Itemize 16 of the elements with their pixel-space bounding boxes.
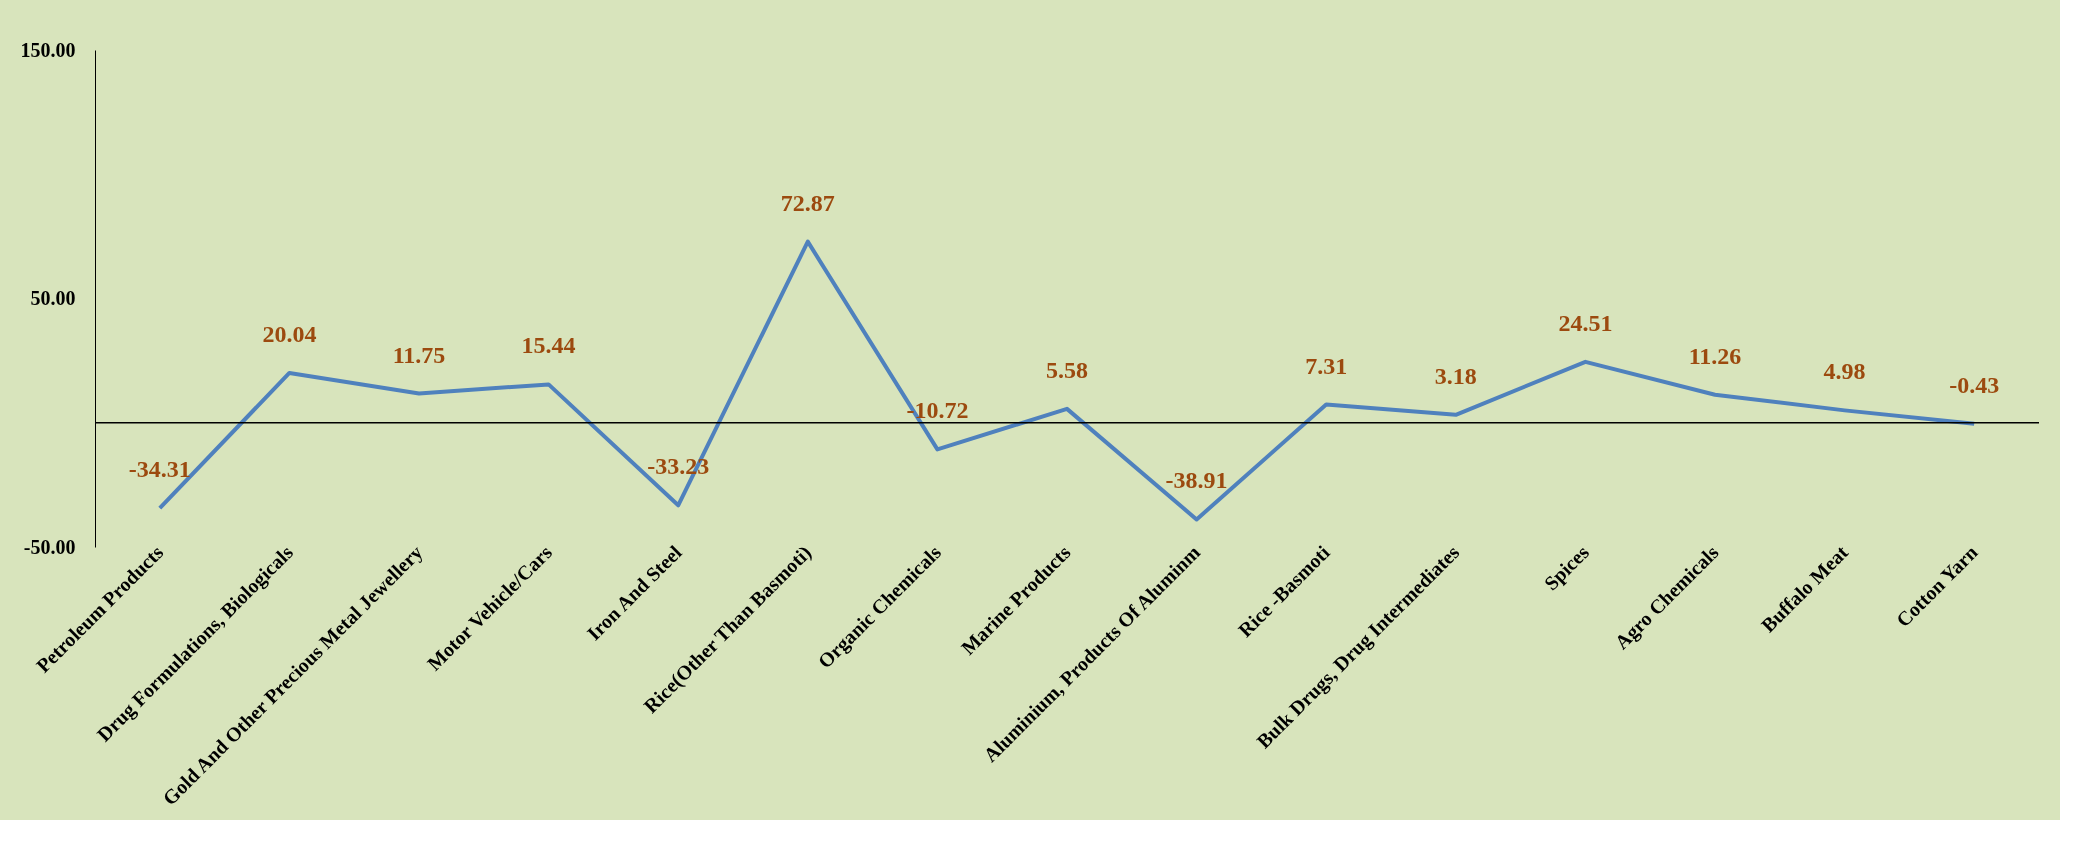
data-label: -34.31	[128, 456, 191, 483]
data-label: 24.51	[1558, 309, 1613, 336]
y-tick-label: -50.00	[23, 535, 76, 558]
y-tick-label: 50.00	[30, 287, 76, 309]
y-tick-label: 150.00	[20, 38, 76, 61]
data-label: 11.26	[1688, 342, 1742, 369]
data-label: 15.44	[521, 332, 576, 359]
data-label: 11.75	[392, 341, 446, 368]
data-label: 3.18	[1434, 362, 1477, 389]
data-label: 4.98	[1823, 358, 1866, 385]
data-label: -38.91	[1165, 467, 1228, 494]
data-label: -0.43	[1949, 371, 2000, 398]
data-label: 5.58	[1046, 356, 1088, 383]
data-label: 72.87	[780, 189, 835, 216]
data-label: 7.31	[1305, 352, 1348, 379]
data-label: 20.04	[262, 320, 317, 347]
